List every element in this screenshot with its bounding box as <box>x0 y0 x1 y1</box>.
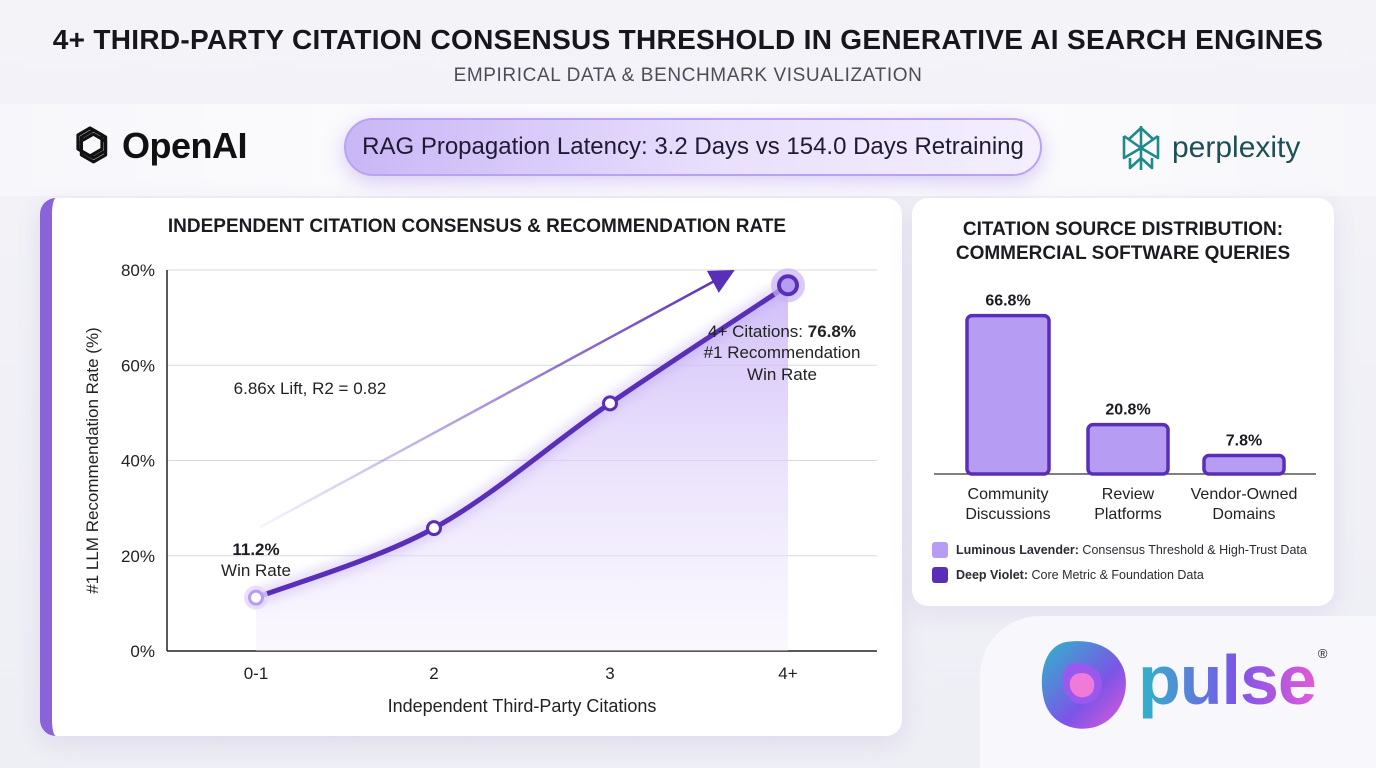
x-axis-label: Independent Third-Party Citations <box>388 696 657 716</box>
latency-banner: RAG Propagation Latency: 3.2 Days vs 154… <box>344 118 1042 176</box>
bar-chart-title: CITATION SOURCE DISTRIBUTION: COMMERCIAL… <box>912 218 1334 266</box>
low-value-label: 11.2% <box>232 540 279 559</box>
y-tick-label: 80% <box>121 261 155 280</box>
x-tick-label: 3 <box>605 664 614 683</box>
bar-value-label: 66.8% <box>985 293 1030 310</box>
high-caption-line3: Win Rate <box>747 365 817 384</box>
x-tick-label: 4+ <box>778 664 797 683</box>
openai-brand: OpenAI <box>66 122 248 170</box>
high-value: 76.8% <box>808 322 856 341</box>
legend-swatch-lavender <box>932 542 948 558</box>
legend-item-lavender: Luminous Lavender: Consensus Threshold &… <box>932 542 1307 558</box>
bar-category-label: Platforms <box>1094 506 1162 523</box>
legend-item-violet: Deep Violet: Core Metric & Foundation Da… <box>932 567 1307 583</box>
low-caption-label: Win Rate <box>221 561 291 580</box>
y-axis-label: #1 LLM Recommendation Rate (%) <box>83 327 102 593</box>
trend-annotation: 6.86x Lift, R2 = 0.82 <box>234 379 387 398</box>
bar-chart-title-line2: COMMERCIAL SOFTWARE QUERIES <box>955 243 1291 264</box>
bar-category-label: Discussions <box>965 506 1050 523</box>
x-tick-label: 0-1 <box>244 664 269 683</box>
page-subtitle: EMPIRICAL DATA & BENCHMARK VISUALIZATION <box>453 65 923 86</box>
high-caption-line2: #1 Recommendation <box>704 343 861 362</box>
bar-chart-title-line1: CITATION SOURCE DISTRIBUTION: <box>962 219 1284 240</box>
legend-text-lavender: Luminous Lavender: Consensus Threshold &… <box>956 543 1307 557</box>
bar-category-label: Community <box>968 486 1049 503</box>
pulse-logo-icon <box>1041 641 1126 729</box>
high-prefix: 4+ Citations: <box>708 322 808 341</box>
trend-arrow <box>259 269 735 529</box>
data-point <box>777 274 799 297</box>
line-chart-title: INDEPENDENT CITATION CONSENSUS & RECOMME… <box>167 216 787 237</box>
y-tick-label: 0% <box>130 642 155 661</box>
pulse-wordmark: pulse <box>1138 641 1317 719</box>
bar-category-label: Review <box>1102 486 1155 503</box>
page-title: 4+ THIRD-PARTY CITATION CONSENSUS THRESH… <box>52 24 1324 55</box>
legend-swatch-violet <box>932 567 948 583</box>
bar <box>1086 422 1170 476</box>
data-point <box>602 395 618 412</box>
y-tick-label: 20% <box>121 547 155 566</box>
data-point <box>248 589 264 606</box>
bar-chart-card: CITATION SOURCE DISTRIBUTION: COMMERCIAL… <box>912 198 1334 606</box>
registered-mark: ® <box>1317 646 1328 661</box>
data-point <box>426 520 442 537</box>
perplexity-brand: perplexity <box>1120 124 1300 172</box>
bar-chart: 66.8% Community Discussions 20.8% Review Plat… <box>934 293 1316 523</box>
latency-banner-text: RAG Propagation Latency: 3.2 Days vs 154… <box>362 133 1024 160</box>
legend-text-violet: Deep Violet: Core Metric & Foundation Da… <box>956 568 1204 582</box>
openai-wordmark: OpenAI <box>122 125 248 166</box>
bar <box>965 313 1051 476</box>
bar-category-label: Domains <box>1212 506 1275 523</box>
bar-category-label: Vendor-Owned <box>1191 486 1298 503</box>
bar <box>1202 453 1286 476</box>
perplexity-wordmark: perplexity <box>1172 131 1301 164</box>
x-tick-label: 2 <box>429 664 438 683</box>
pulse-brand: pulse ® <box>1036 636 1327 732</box>
y-tick-label: 40% <box>121 452 155 471</box>
line-series <box>253 282 791 601</box>
line-chart: 0% 20% 40% 60% 80% 0-1 2 3 4+ Independent Third-P… <box>83 261 877 716</box>
perplexity-logo-icon <box>1122 126 1160 170</box>
bar-value-label: 20.8% <box>1105 402 1150 419</box>
y-tick-label: 60% <box>121 356 155 375</box>
high-value-label: 4+ Citations: 76.8% <box>708 322 856 341</box>
openai-logo-icon <box>76 126 108 164</box>
chart-legend: Luminous Lavender: Consensus Threshold &… <box>932 542 1307 592</box>
bar-value-label: 7.8% <box>1226 433 1262 450</box>
